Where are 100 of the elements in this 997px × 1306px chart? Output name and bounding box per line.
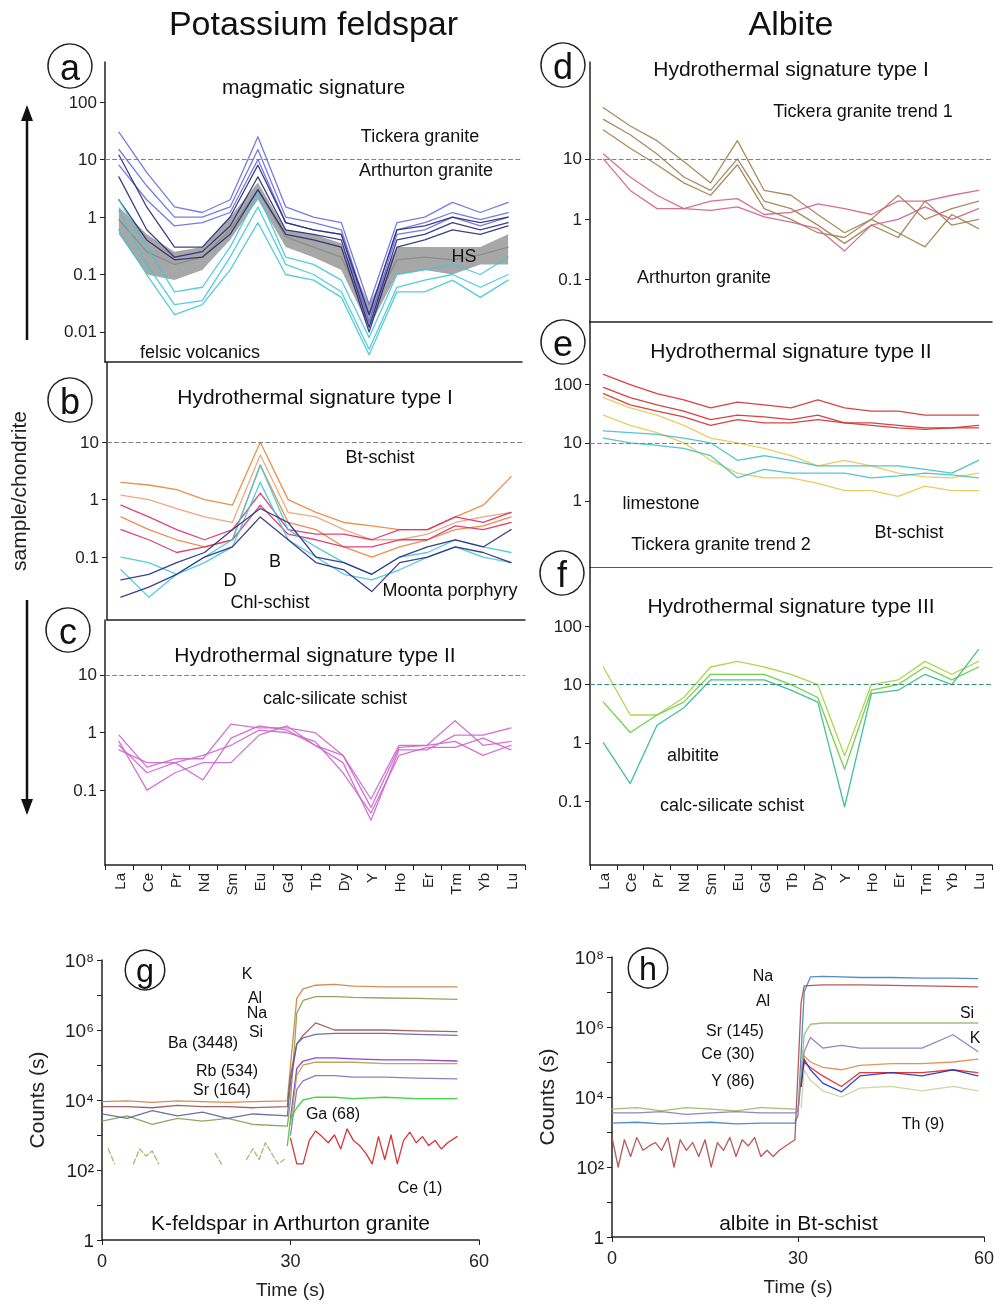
y-tick-label: 10 <box>78 150 97 170</box>
x-tick-label: Tm <box>446 873 464 895</box>
x-tick-label: Yb <box>943 873 961 892</box>
x-tick-label: 0 <box>606 1248 618 1268</box>
x-tick-label: Eu <box>250 873 268 892</box>
x-tick-label: Yb <box>474 873 492 892</box>
annotation: Bt-schist <box>874 522 944 542</box>
x-tick-label: La <box>110 872 128 890</box>
x-tick-label: Ce <box>138 873 156 893</box>
x-tick-label: Nd <box>194 873 212 893</box>
annotation: HS <box>451 246 477 266</box>
annotation: K <box>969 1028 981 1046</box>
annotation: Tickera granite trend 2 <box>631 534 811 554</box>
y-tick-label: 10 <box>563 433 582 453</box>
x-tick-label: Nd <box>675 873 693 893</box>
y-tick-label: 1 <box>572 209 582 229</box>
annotation: Moonta porphyry <box>382 580 518 600</box>
annotation: K <box>241 964 253 982</box>
x-tick-label: Tb <box>782 873 800 891</box>
x-tick-label: 0 <box>96 1251 108 1271</box>
annotation: Sr (164) <box>193 1080 251 1098</box>
x-tick-label: 30 <box>787 1248 809 1268</box>
y-tick-label: 1 <box>89 490 99 510</box>
annotation: Sr (145) <box>706 1021 764 1039</box>
annotation: Th (9) <box>901 1114 945 1132</box>
text: d <box>552 45 574 87</box>
y-axis-title: Counts (s) <box>25 1051 48 1149</box>
text: magmatic signature <box>221 75 406 98</box>
annotation: Si <box>248 1022 264 1040</box>
text: K-feldspar in Arthurton granite <box>151 1211 430 1234</box>
x-tick-label: Er <box>889 873 907 888</box>
y-tick-label: 1 <box>83 1229 94 1251</box>
x-tick-label: Y <box>836 873 854 884</box>
x-tick-label: Ce <box>621 873 639 893</box>
annotation: Tickera granite <box>360 126 480 146</box>
text: e <box>552 322 574 364</box>
annotation: Na <box>246 1003 268 1021</box>
y-tick-label: 10 <box>563 149 582 169</box>
y-tick-label: 10⁸ <box>64 949 94 971</box>
y-tick-label: 1 <box>572 733 582 753</box>
annotation: D <box>223 570 237 590</box>
chart-title: Albite <box>748 4 834 42</box>
chart-subtitle: Hydrothermal signature type I <box>653 57 929 80</box>
x-axis-title: Time (s) <box>763 1276 833 1297</box>
annotation: Ga (68) <box>305 1104 361 1122</box>
y-tick-label: 10 <box>563 675 582 695</box>
y-tick-label: 100 <box>553 375 582 395</box>
y-tick-label: 10 <box>78 665 97 685</box>
annotation: Na <box>752 966 774 984</box>
x-tick-label: 60 <box>468 1251 490 1271</box>
x-tick-label: Gd <box>755 873 773 894</box>
x-tick-label: Tm <box>916 873 934 895</box>
annotation: calc-silicate schist <box>659 795 805 815</box>
text: c <box>59 610 77 652</box>
y-tick-label: 1 <box>572 491 582 511</box>
x-tick-label: Sm <box>222 873 240 896</box>
y-axis-title: Counts (s) <box>535 1048 558 1146</box>
text: Hydrothermal signature type I <box>177 385 453 408</box>
y-tick-label: 0.1 <box>75 547 99 567</box>
y-tick-label: 0.1 <box>558 791 582 811</box>
annotation: albitite <box>666 745 720 765</box>
annotation: Ce (1) <box>397 1178 443 1196</box>
annotation: Arthurton granite <box>636 267 772 287</box>
x-tick-label: Dy <box>809 872 827 892</box>
text: f <box>556 553 568 595</box>
x-tick-label: 30 <box>280 1251 301 1271</box>
annotation: g <box>135 953 155 989</box>
x-tick-label: La <box>594 872 612 890</box>
annotation: B <box>268 551 282 571</box>
text: Hydrothermal signature type III <box>647 594 935 617</box>
x-tick-label: Y <box>362 873 380 884</box>
x-tick-label: Pr <box>648 873 666 888</box>
y-tick-label: 1 <box>87 723 97 743</box>
x-tick-label: Ho <box>390 873 408 893</box>
x-tick-label: Lu <box>502 873 520 890</box>
annotation: limestone <box>622 493 700 513</box>
annotation: Bt-schist <box>345 447 415 467</box>
x-tick-label: Lu <box>970 873 988 890</box>
annotation: Y (86) <box>711 1071 755 1089</box>
text: b <box>59 380 81 422</box>
annotation: Chl-schist <box>230 592 310 612</box>
x-tick-label: Pr <box>166 873 184 888</box>
x-tick-label: Tb <box>306 873 324 891</box>
annotation: Tickera granite trend 1 <box>773 101 953 121</box>
y-tick-label: 0.1 <box>73 265 97 285</box>
y-tick-label: 100 <box>68 92 97 112</box>
annotation: Ce (30) <box>701 1044 755 1062</box>
y-tick-label: 10⁴ <box>64 1089 94 1111</box>
x-tick-label: Eu <box>728 873 746 892</box>
x-tick-label: Sm <box>702 873 720 896</box>
text: a <box>59 46 81 88</box>
x-tick-label: Dy <box>334 872 352 892</box>
annotation: Arthurton granite <box>358 160 494 180</box>
annotation: Rb (534) <box>195 1061 259 1079</box>
annotation: Al <box>755 991 771 1009</box>
x-tick-label: Gd <box>278 873 296 894</box>
y-tick-label: 100 <box>553 616 582 636</box>
y-tick-label: 0.1 <box>73 780 97 800</box>
annotation: felsic volcanics <box>139 342 261 362</box>
x-tick-label: Ho <box>862 873 880 893</box>
